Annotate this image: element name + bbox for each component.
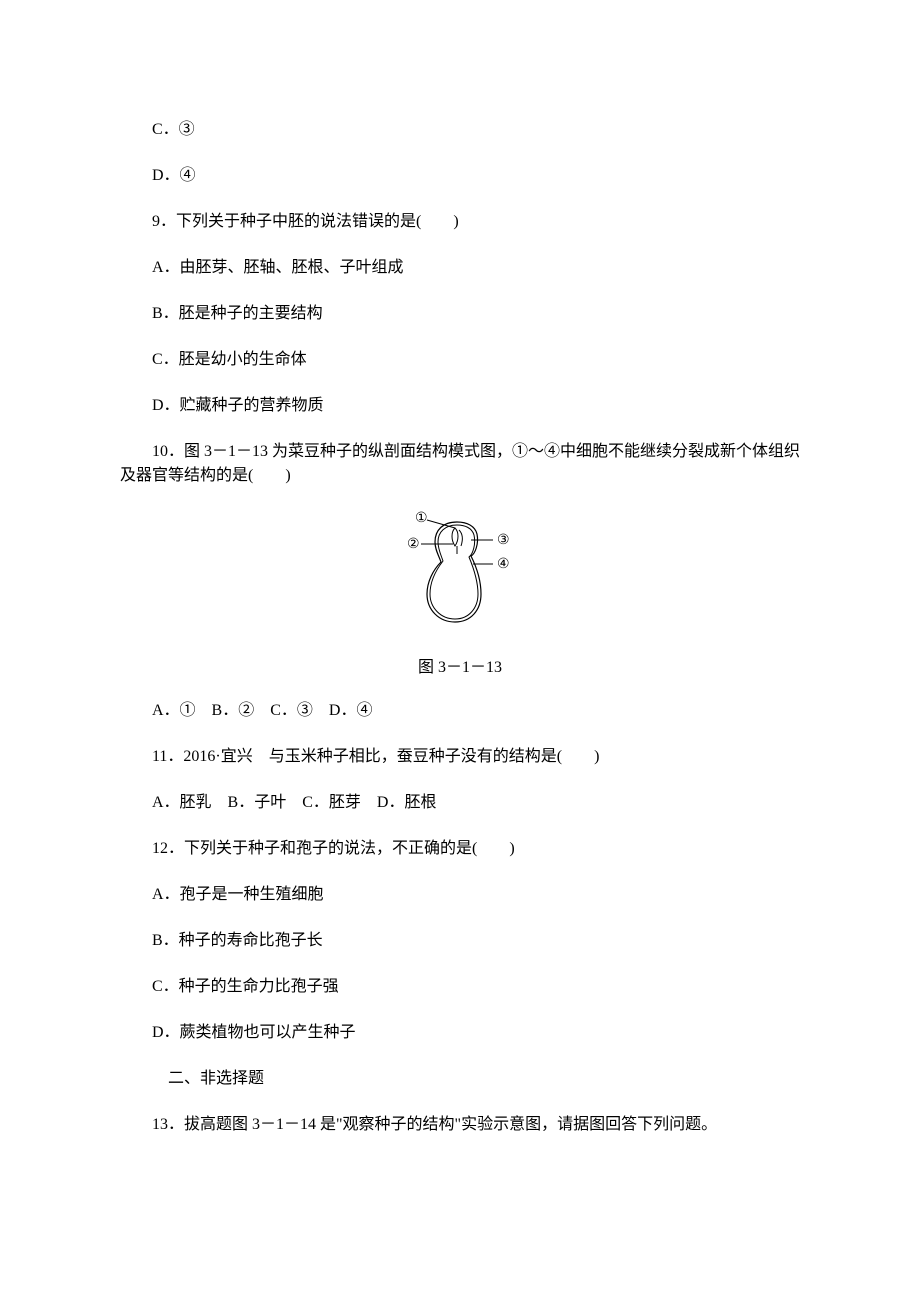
label-4: ④	[497, 557, 510, 572]
question-12-option-d: D．蕨类植物也可以产生种子	[120, 1021, 800, 1045]
question-10: 10．图 3－1－13 为菜豆种子的纵剖面结构模式图，①～④中细胞不能继续分裂成…	[120, 440, 800, 488]
question-12-option-b: B．种子的寿命比孢子长	[120, 929, 800, 953]
question-9-option-b: B．胚是种子的主要结构	[120, 302, 800, 326]
question-9: 9．下列关于种子中胚的说法错误的是( )	[120, 210, 800, 234]
question-9-option-c: C．胚是幼小的生命体	[120, 348, 800, 372]
question-12: 12．下列关于种子和孢子的说法，不正确的是( )	[120, 837, 800, 861]
question-12-option-c: C．种子的生命力比孢子强	[120, 975, 800, 999]
seed-diagram: ① ② ③ ④	[385, 510, 535, 630]
label-3: ③	[497, 533, 510, 548]
option-c: C．③	[120, 118, 800, 142]
question-12-option-a: A．孢子是一种生殖细胞	[120, 883, 800, 907]
question-11: 11．2016·宜兴 与玉米种子相比，蚕豆种子没有的结构是( )	[120, 745, 800, 769]
section-2-heading: 二、非选择题	[120, 1067, 800, 1091]
question-13: 13．拔高题图 3－1－14 是"观察种子的结构"实验示意图，请据图回答下列问题…	[120, 1113, 800, 1137]
question-10-options: A．① B．② C．③ D．④	[120, 699, 800, 723]
question-11-options: A．胚乳 B．子叶 C．胚芽 D．胚根	[120, 791, 800, 815]
option-d: D．④	[120, 164, 800, 188]
question-9-option-d: D．贮藏种子的营养物质	[120, 394, 800, 418]
figure-3-1-13: ① ② ③ ④	[120, 510, 800, 635]
question-9-option-a: A．由胚芽、胚轴、胚根、子叶组成	[120, 256, 800, 280]
label-1: ①	[415, 511, 428, 526]
figure-caption: 图 3－1－13	[120, 653, 800, 677]
label-2: ②	[407, 537, 420, 552]
